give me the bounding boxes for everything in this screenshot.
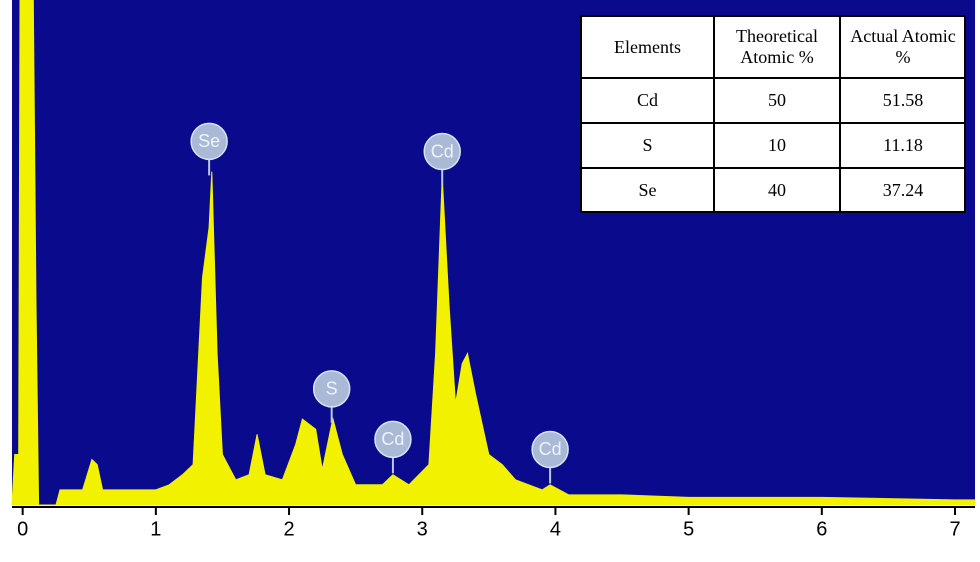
table-cell: 50 — [714, 78, 840, 123]
x-tick-label: 3 — [417, 518, 428, 540]
peak-label: Se — [190, 122, 228, 176]
composition-table: Elements Theoretical Atomic % Actual Atomi… — [580, 15, 966, 213]
table-cell: 11.18 — [840, 123, 966, 168]
x-tick-label: 5 — [683, 518, 694, 540]
peak-label: Cd — [531, 430, 569, 484]
x-tick-label: 0 — [17, 518, 28, 540]
spectrum-area — [11, 0, 976, 506]
peak-label-text: Cd — [539, 439, 562, 459]
peak-label: S — [312, 370, 351, 423]
table-header: Elements — [581, 16, 714, 78]
table-cell: Se — [581, 168, 714, 213]
peak-label: Cd — [423, 132, 461, 186]
table-cell: 40 — [714, 168, 840, 213]
table-cell: Cd — [581, 78, 714, 123]
table-header: Actual Atomic % — [840, 16, 966, 78]
x-tick-label: 7 — [949, 518, 960, 540]
table-cell: S — [581, 123, 714, 168]
peak-label-circle — [190, 122, 228, 161]
table-cell: 51.58 — [840, 78, 966, 123]
peak-label-circle — [374, 420, 412, 459]
peak-label-text: Cd — [431, 141, 454, 161]
peak-label: Cd — [374, 420, 412, 474]
table-cell: 10 — [714, 123, 840, 168]
peak-label-circle — [531, 430, 569, 469]
x-tick-label: 6 — [816, 518, 827, 540]
peak-label-text: Cd — [381, 429, 404, 449]
x-tick-label: 4 — [550, 518, 561, 540]
peak-label-circle — [423, 132, 461, 171]
table-header: Theoretical Atomic % — [714, 16, 840, 78]
x-tick-label: 1 — [150, 518, 161, 540]
x-tick-label: 2 — [283, 518, 294, 540]
peak-label-text: S — [326, 379, 338, 399]
table-cell: 37.24 — [840, 168, 966, 213]
peak-label-circle — [312, 370, 351, 408]
peak-label-text: Se — [198, 131, 220, 151]
